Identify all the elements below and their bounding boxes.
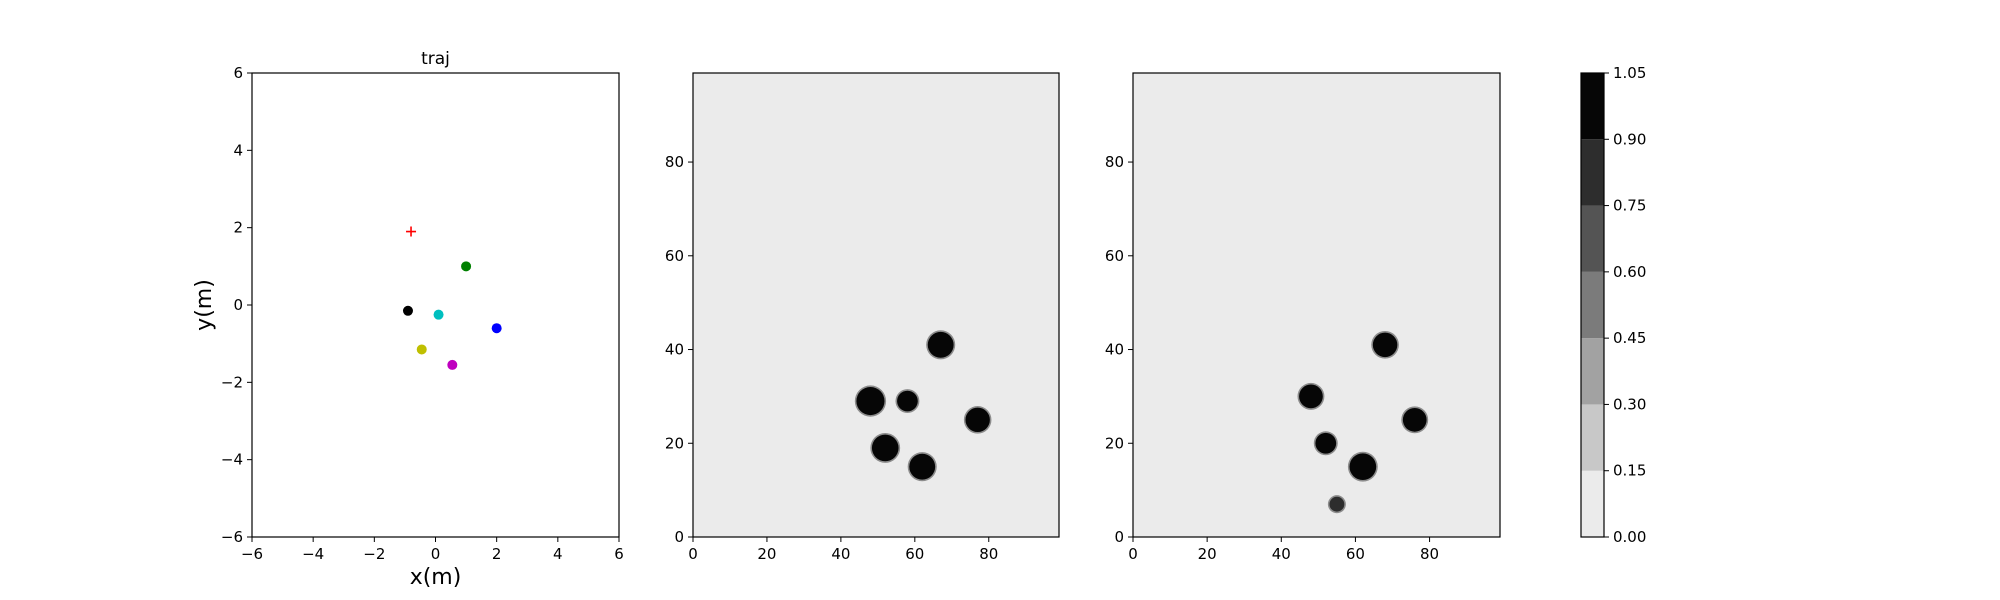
agent-point <box>402 305 413 316</box>
chart-title: traj <box>421 49 450 69</box>
y-tick-label: 0 <box>1114 528 1124 546</box>
obstacle-cell <box>1372 332 1398 358</box>
x-axis-label: x(m) <box>410 565 462 590</box>
agent-point <box>491 323 502 334</box>
x-tick-label: 4 <box>553 545 563 563</box>
obstacle-cell <box>1402 407 1427 432</box>
colorbar: 0.00 0.15 0.30 0.45 0.60 0.75 0.90 1.05 <box>1580 64 1646 546</box>
y-tick-label: −6 <box>221 528 243 546</box>
obstacle-cell <box>871 434 899 462</box>
y-tick-label: 60 <box>1105 247 1124 265</box>
x-tick-label: 60 <box>1346 545 1365 563</box>
x-tick-label: 80 <box>979 545 998 563</box>
x-tick-label: 0 <box>1128 545 1138 563</box>
obstacle-cell <box>897 390 918 412</box>
colorbar-band <box>1581 338 1604 405</box>
heatmap-background <box>693 73 1059 537</box>
colorbar-tick-label: 0.75 <box>1613 197 1646 215</box>
x-tick-label: −4 <box>302 545 324 563</box>
y-tick-label: 80 <box>1105 153 1124 171</box>
colorbar-band <box>1581 139 1604 206</box>
plot-frame <box>692 72 1060 538</box>
x-tick-label: −6 <box>241 545 263 563</box>
obstacle-cell <box>1299 384 1323 409</box>
y-tick-label: 40 <box>665 341 684 359</box>
x-tick-label: 0 <box>431 545 441 563</box>
colorbar-band <box>1581 205 1604 272</box>
y-tick-label: 4 <box>233 141 243 159</box>
agent-point <box>433 309 444 320</box>
colorbar-tick-label: 1.05 <box>1613 64 1646 82</box>
x-tick-label: 2 <box>492 545 502 563</box>
colorbar-tick-label: 0.90 <box>1613 130 1646 148</box>
goal-marker <box>406 226 417 237</box>
y-tick-label: −2 <box>221 373 243 391</box>
colorbar-tick-label: 0.45 <box>1613 329 1646 347</box>
x-tick-label: 20 <box>757 545 776 563</box>
colorbar-tick-label: 0.15 <box>1613 462 1646 480</box>
x-tick-label: 80 <box>1420 545 1439 563</box>
heatmap-background <box>1133 73 1500 537</box>
obstacle-cell <box>909 453 936 480</box>
colorbar-tick-label: 0.30 <box>1613 395 1646 413</box>
colorbar-frame <box>1580 72 1605 538</box>
obstacle-cell <box>1315 432 1337 454</box>
x-tick-label: −2 <box>363 545 385 563</box>
y-tick-label: −4 <box>221 451 243 469</box>
y-tick-label: 20 <box>1105 434 1124 452</box>
obstacle-cell <box>856 387 885 416</box>
x-tick-label: 40 <box>1272 545 1291 563</box>
colorbar-band <box>1581 404 1604 471</box>
y-tick-label: 40 <box>1105 341 1124 359</box>
y-tick-label: 20 <box>665 434 684 452</box>
x-tick-label: 0 <box>688 545 698 563</box>
chart-panel-3: 0 20 40 60 80 0 20 40 60 80 <box>1105 72 1501 563</box>
plot-frame <box>1132 72 1501 538</box>
colorbar-band <box>1581 271 1604 339</box>
chart-panel-2: 0 20 40 60 80 0 20 40 60 80 <box>665 72 1060 563</box>
obstacle-cell <box>1329 496 1345 512</box>
y-tick-label: 6 <box>233 64 243 82</box>
colorbar-tick-label: 0.00 <box>1613 528 1646 546</box>
plot-frame <box>251 72 620 538</box>
chart-panel-1: −6 −4 −2 0 2 4 6 −6 −4 −2 0 2 4 6 traj x(m) y(m) <box>192 49 624 590</box>
y-tick-label: 0 <box>674 528 684 546</box>
y-tick-label: 80 <box>665 153 684 171</box>
x-tick-label: 40 <box>831 545 850 563</box>
agent-point <box>416 344 427 355</box>
agent-point <box>461 261 472 272</box>
obstacle-cell <box>927 331 954 358</box>
obstacle-cell <box>965 407 990 433</box>
colorbar-tick-label: 0.60 <box>1613 263 1646 281</box>
y-tick-label: 0 <box>233 296 243 314</box>
x-tick-label: 20 <box>1198 545 1217 563</box>
colorbar-band <box>1581 73 1604 140</box>
agent-point <box>447 359 458 370</box>
y-tick-label: 2 <box>233 219 243 237</box>
y-axis-label: y(m) <box>192 279 217 331</box>
colorbar-band <box>1581 470 1604 537</box>
x-tick-label: 6 <box>614 545 624 563</box>
y-tick-label: 60 <box>665 247 684 265</box>
x-tick-label: 60 <box>905 545 924 563</box>
obstacle-cell <box>1349 453 1377 481</box>
